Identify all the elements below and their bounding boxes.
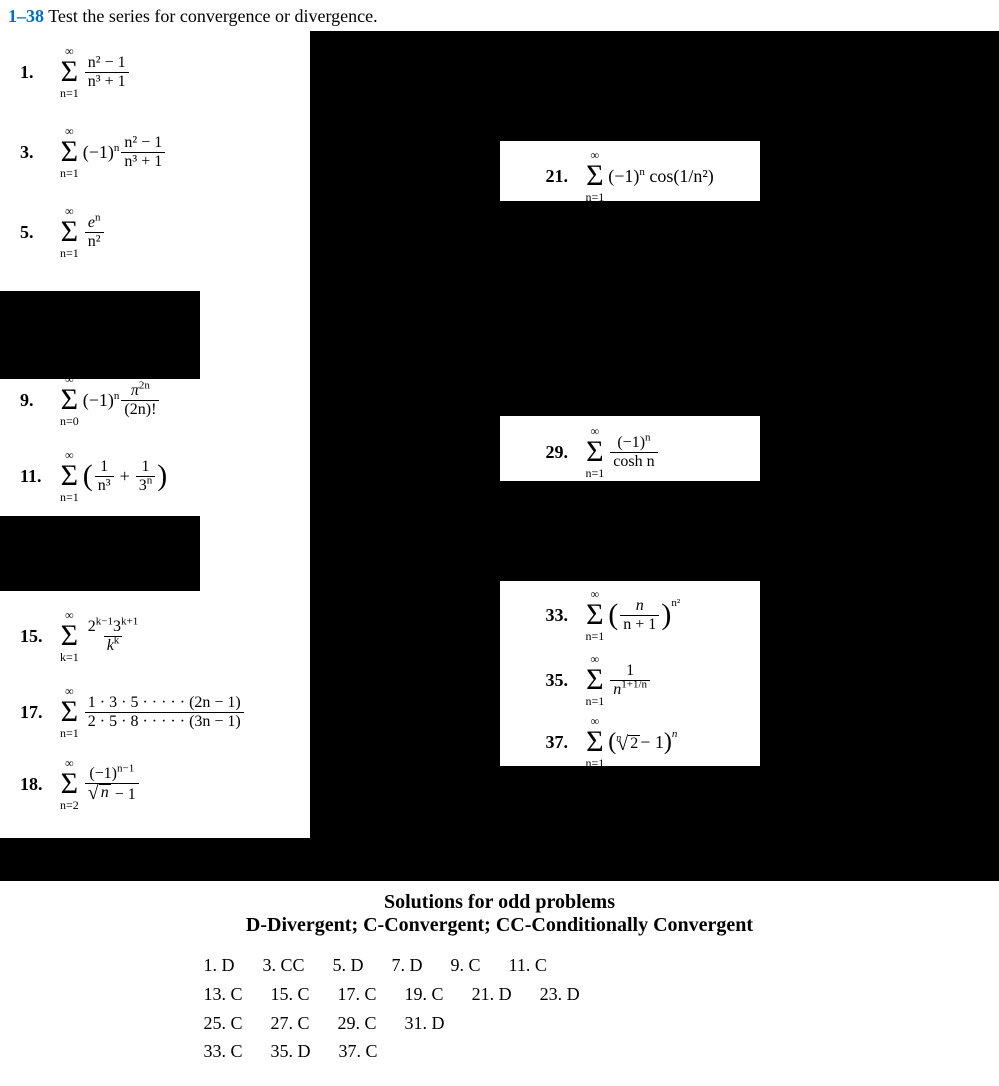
sigma-icon: ∞ Σ n=1 [60,449,79,503]
problem-29: 29. ∞ Σ n=1 (−1)n cosh n [540,421,666,483]
sigma-icon: ∞ Σ n=1 [586,588,605,642]
sigma-icon: ∞ Σ n=2 [60,757,79,811]
sigma-icon: ∞ Σ n=1 [60,125,79,179]
redaction-block [0,291,200,379]
answer-item: 37. C [339,1037,378,1066]
sigma-icon: ∞ Σ n=1 [60,205,79,259]
answer-item: 11. C [509,951,547,980]
answer-item: 9. C [451,951,481,980]
sigma-icon: ∞ Σ n=0 [60,373,79,427]
sigma-icon: ∞ Σ n=1 [586,149,605,203]
fraction: π2n (2n)! [121,382,159,418]
answer-item: 29. C [338,1009,377,1038]
answer-item: 17. C [338,980,377,1009]
redaction-block [310,31,500,881]
fraction: 1 3n [136,458,156,494]
nth-root-icon: n √ 2 [616,733,640,752]
instruction-header: 1–38 Test the series for convergence or … [0,0,999,31]
fraction: 2k−13k+1 kk [85,618,141,654]
answer-item: 19. C [405,980,444,1009]
solutions-subtitle: D-Divergent; C-Convergent; CC-Conditiona… [0,914,999,937]
solutions-title: Solutions for odd problems [0,891,999,914]
problem-37: 37. ∞ Σ n=1 ( n √ 2 − 1 )n [540,713,684,771]
answer-item: 7. D [392,951,423,980]
sigma-icon: ∞ Σ n=1 [586,653,605,707]
redaction-block [500,31,999,141]
problem-21: 21. ∞ Σ n=1 (−1)n cos(1/n²) [540,145,720,207]
fraction: 1 · 3 · 5 · · · · · (2n − 1) 2 · 5 · 8 ·… [85,694,244,730]
redaction-block [0,516,200,591]
answer-item: 1. D [204,951,235,980]
answer-item: 13. C [204,980,243,1009]
sqrt-icon: √ n [88,784,111,801]
instruction-text: Test the series for convergence or diver… [48,6,377,26]
redaction-block [0,838,999,881]
answer-item: 3. CC [263,951,305,980]
fraction: en n² [85,214,104,250]
answer-item: 25. C [204,1009,243,1038]
sigma-icon: ∞ Σ n=1 [586,425,605,479]
fraction: (−1)n cosh n [610,434,657,470]
redaction-block [500,201,760,416]
problem-35: 35. ∞ Σ n=1 1 n1+1/n [540,651,659,709]
answer-item: 15. C [271,980,310,1009]
fraction: n² − 1 n³ + 1 [121,134,165,170]
answers-block: 1. D 3. CC 5. D 7. D 9. C 11. C 13. C 15… [180,951,820,1066]
answers-row: 1. D 3. CC 5. D 7. D 9. C 11. C [180,951,820,980]
answers-row: 25. C 27. C 29. C 31. D [180,1009,820,1038]
problem-range: 1–38 [8,6,44,26]
answer-item: 35. D [271,1037,311,1066]
sigma-icon: ∞ Σ k=1 [60,609,79,663]
problems-left-column: 1. ∞ Σ n=1 n² − 1 n³ + 1 3. ∞ Σ [0,31,500,881]
answer-item: 23. D [540,980,580,1009]
problems-right-column: 21. ∞ Σ n=1 (−1)n cos(1/n²) 29. ∞ Σ [500,31,999,881]
problem-33: 33. ∞ Σ n=1 ( n n + 1 )n² [540,586,687,644]
fraction: n² − 1 n³ + 1 [85,54,129,90]
fraction: 1 n1+1/n [610,662,650,698]
sigma-icon: ∞ Σ n=1 [60,685,79,739]
answer-item: 27. C [271,1009,310,1038]
answer-item: 33. C [204,1037,243,1066]
sigma-icon: ∞ Σ n=1 [60,45,79,99]
fraction: 1 n³ [95,458,114,494]
redaction-block [500,481,760,581]
answers-row: 33. C 35. D 37. C [180,1037,820,1066]
answer-item: 21. D [472,980,512,1009]
answers-row: 13. C 15. C 17. C 19. C 21. D 23. D [180,980,820,1009]
fraction: n n + 1 [620,597,659,633]
redaction-block [760,31,999,881]
fraction: (−1)n−1 √ n − 1 [85,765,139,803]
answer-item: 5. D [333,951,364,980]
answer-item: 31. D [405,1009,445,1038]
sigma-icon: ∞ Σ n=1 [586,715,605,769]
